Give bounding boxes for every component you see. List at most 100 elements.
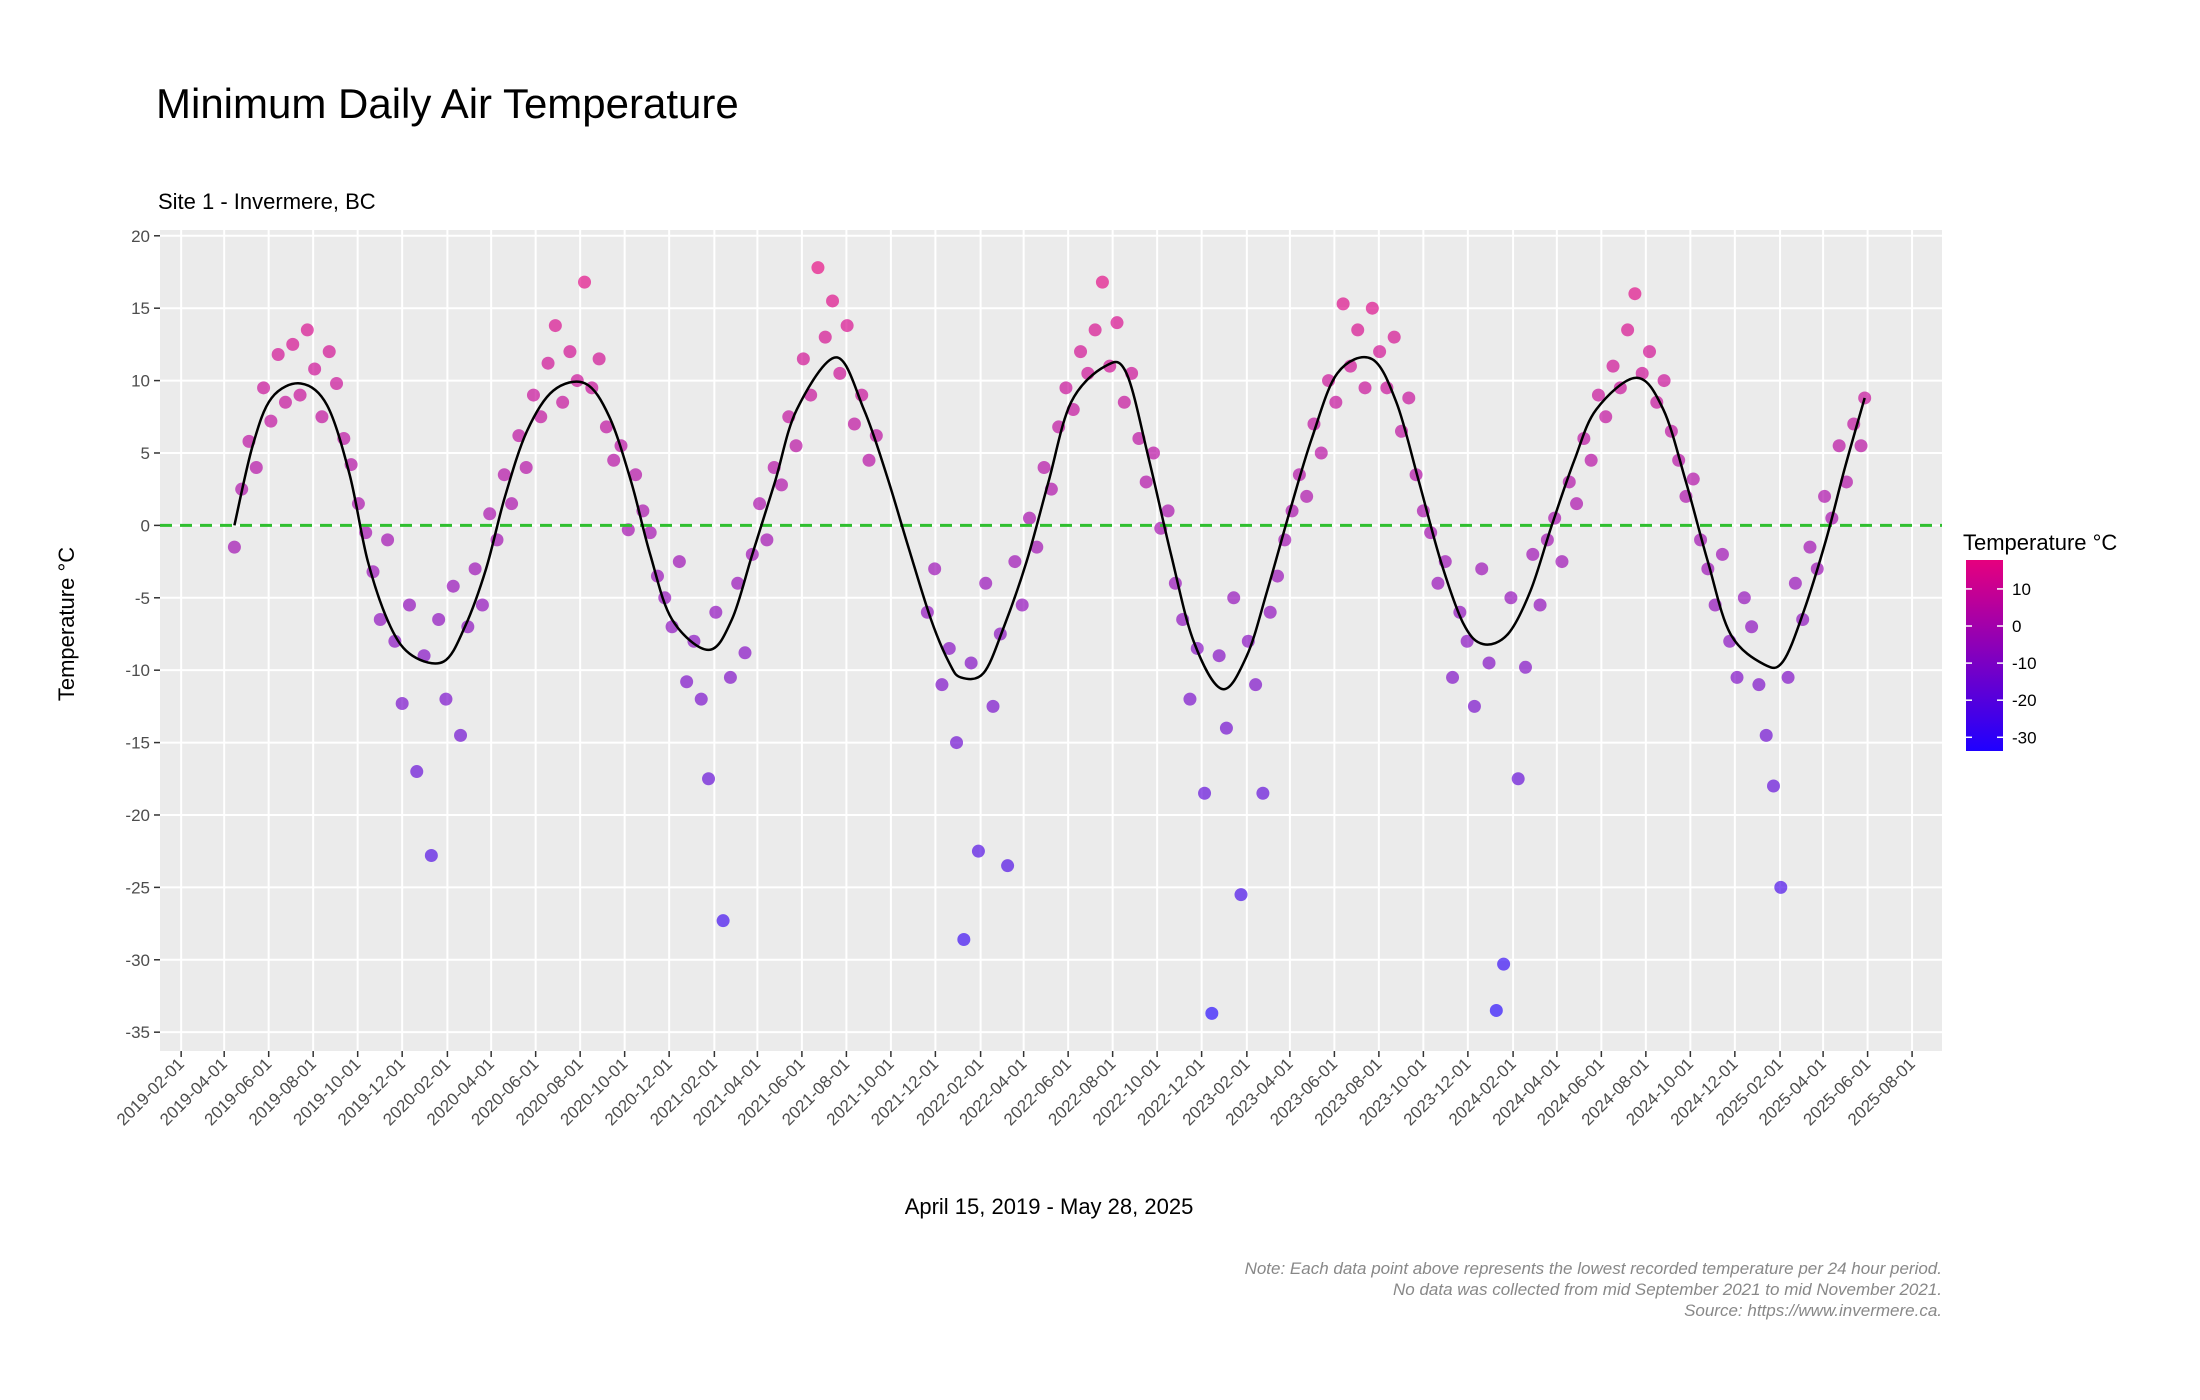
data-point	[1263, 605, 1277, 619]
data-point	[381, 533, 395, 547]
data-point	[1059, 381, 1073, 395]
note: No data was collected from mid September…	[1393, 1280, 1942, 1299]
data-point	[1854, 439, 1868, 453]
data-point	[1599, 410, 1613, 424]
data-point	[1234, 888, 1248, 902]
data-point	[1657, 374, 1671, 388]
data-point	[1737, 591, 1751, 605]
legend-label: 10	[2012, 580, 2031, 599]
data-point	[702, 772, 716, 786]
data-point	[468, 562, 482, 576]
data-point	[1336, 297, 1350, 311]
data-point	[519, 460, 533, 474]
data-point	[388, 634, 402, 648]
data-point	[578, 275, 592, 289]
data-point	[1788, 576, 1802, 590]
data-point	[1183, 692, 1197, 706]
data-point	[1730, 670, 1744, 684]
y-tick-label: -30	[125, 951, 150, 970]
data-point	[1774, 880, 1788, 894]
data-point	[1715, 547, 1729, 561]
data-point	[1570, 497, 1584, 511]
data-point	[796, 352, 810, 366]
data-point	[935, 678, 949, 692]
data-point	[680, 675, 694, 689]
data-point	[1767, 779, 1781, 793]
grid	[160, 230, 1942, 1051]
data-point	[1146, 446, 1160, 460]
data-point	[1781, 670, 1795, 684]
data-point	[475, 598, 489, 612]
data-point	[1270, 569, 1284, 583]
data-point	[1402, 391, 1416, 405]
data-point	[1198, 786, 1212, 800]
y-tick-label: -10	[125, 661, 150, 680]
data-point	[1621, 323, 1635, 337]
data-point	[1001, 859, 1015, 873]
data-point	[607, 453, 621, 467]
chart-title: Minimum Daily Air Temperature	[156, 80, 739, 127]
data-point	[541, 356, 555, 370]
note: Note: Each data point above represents t…	[1245, 1259, 1942, 1278]
data-point	[1511, 772, 1525, 786]
data-point	[286, 337, 300, 351]
data-point	[847, 417, 861, 431]
data-point	[964, 656, 978, 670]
data-point	[227, 540, 241, 554]
data-point	[1022, 511, 1036, 525]
colorbar	[1966, 560, 2003, 751]
data-point	[629, 468, 643, 482]
data-point	[694, 692, 708, 706]
data-point	[1110, 316, 1124, 330]
data-point	[322, 345, 336, 359]
trend-line	[233, 355, 1866, 691]
data-point	[395, 696, 409, 710]
data-point	[1832, 439, 1846, 453]
legend-title: Temperature °C	[1963, 530, 2117, 555]
data-point	[402, 598, 416, 612]
data-point	[446, 579, 460, 593]
data-point	[1628, 287, 1642, 301]
data-point	[811, 261, 825, 275]
data-point	[512, 429, 526, 443]
data-point	[293, 388, 307, 402]
data-point	[760, 533, 774, 547]
data-point	[716, 914, 730, 928]
data-point	[1161, 504, 1175, 518]
y-tick-label: -35	[125, 1023, 150, 1042]
data-point	[1074, 345, 1088, 359]
data-point	[1351, 323, 1365, 337]
data-point	[1460, 634, 1474, 648]
data-point	[1329, 395, 1343, 409]
y-tick-label: 0	[141, 516, 150, 535]
data-point	[1635, 366, 1649, 380]
data-point	[986, 699, 1000, 713]
data-point	[1497, 957, 1511, 971]
data-point	[410, 765, 424, 779]
data-point	[300, 323, 314, 337]
data-point	[526, 388, 540, 402]
data-point	[1467, 699, 1481, 713]
data-point	[1373, 345, 1387, 359]
data-point	[563, 345, 577, 359]
data-point	[454, 728, 468, 742]
data-point	[271, 348, 285, 362]
data-point	[1095, 275, 1109, 289]
y-tick-label: 15	[131, 299, 150, 318]
data-point	[257, 381, 271, 395]
data-point	[826, 294, 840, 308]
data-point	[1533, 598, 1547, 612]
data-point	[709, 605, 723, 619]
data-point	[971, 844, 985, 858]
y-axis-title: Temperature °C	[54, 547, 79, 701]
y-tick-label: -20	[125, 806, 150, 825]
data-point	[738, 646, 752, 660]
data-point	[789, 439, 803, 453]
data-point	[1518, 660, 1532, 674]
data-point	[672, 555, 686, 569]
legend-label: -20	[2012, 691, 2037, 710]
data-point	[599, 420, 613, 434]
data-point	[1489, 1003, 1503, 1017]
data-point	[1139, 475, 1153, 489]
